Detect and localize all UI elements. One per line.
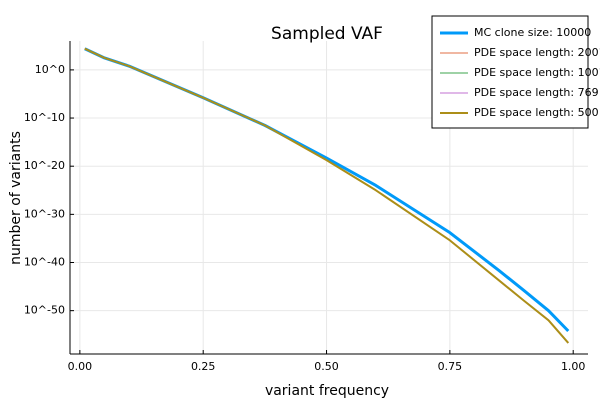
legend-label: PDE space length: 2001	[474, 46, 600, 59]
x-tick-label: 1.00	[561, 360, 586, 373]
legend-label: PDE space length: 500	[474, 106, 599, 119]
x-tick-label: 0.00	[68, 360, 93, 373]
legend-box	[431, 15, 589, 129]
y-tick-label: 10^-40	[24, 256, 65, 269]
chart-title: Sampled VAF	[271, 24, 383, 44]
y-tick-label: 10^-30	[24, 207, 65, 220]
legend-label: PDE space length: 769	[474, 86, 599, 99]
legend-label: PDE space length: 1001	[474, 66, 600, 79]
x-tick-label: 0.75	[438, 360, 463, 373]
y-tick-label: 10^0	[35, 63, 65, 76]
x-tick-label: 0.25	[191, 360, 216, 373]
y-tick-label: 10^-10	[24, 111, 65, 124]
y-axis-label: number of variants	[8, 131, 24, 265]
series-line	[84, 47, 570, 344]
x-axis-label: variant frequency	[265, 383, 389, 399]
legend-label: MC clone size: 10000	[474, 26, 591, 39]
y-tick-label: 10^-20	[24, 159, 65, 172]
x-tick-label: 0.50	[314, 360, 339, 373]
y-tick-label: 10^-50	[24, 304, 65, 317]
